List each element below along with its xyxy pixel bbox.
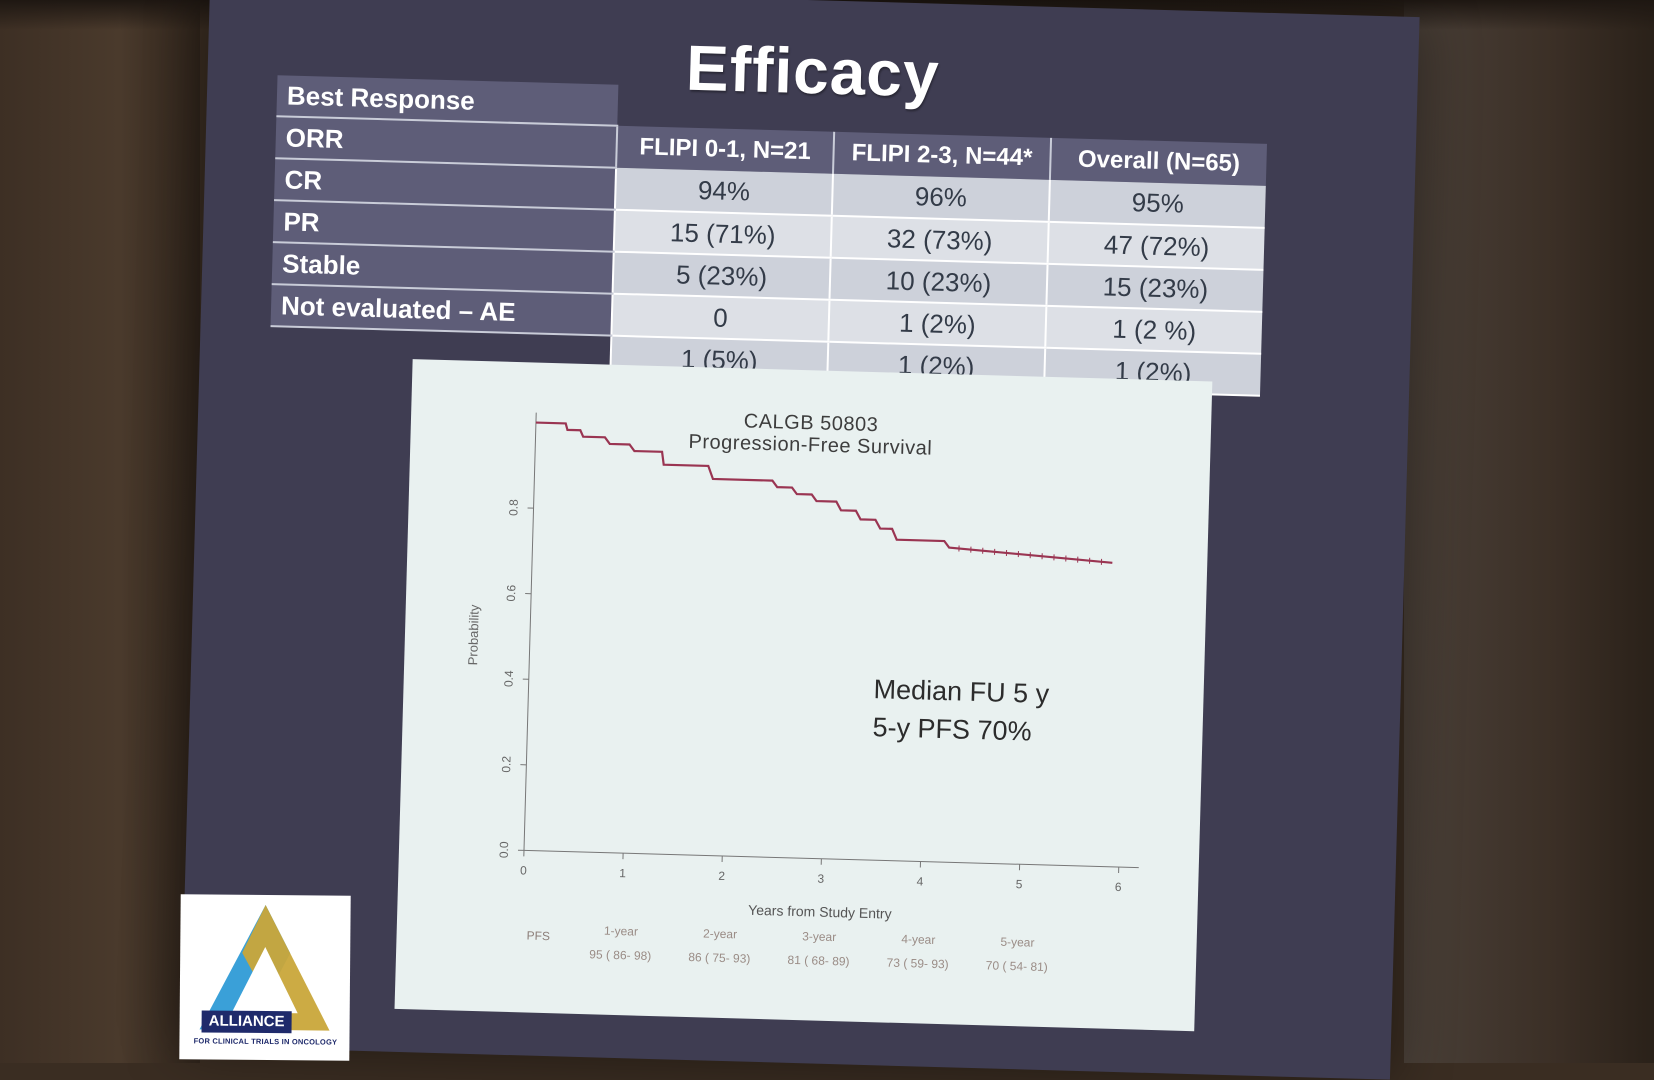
y-tick-label: 0.0: [497, 841, 511, 858]
pfs-value-label: 95 ( 86- 98): [589, 947, 651, 963]
table-cell: 10 (23%): [829, 258, 1047, 306]
x-axis-label: Years from Study Entry: [748, 902, 892, 922]
col-header-flipi-0-1: FLIPI 0-1, N=21: [616, 126, 834, 174]
room-wall-right: [1404, 0, 1654, 1063]
x-axis-line: [524, 850, 1139, 867]
table-cell: 95%: [1049, 180, 1266, 228]
y-axis-label: Probability: [465, 604, 482, 666]
x-tick-label: 6: [1115, 880, 1122, 894]
table-cell: 1 (2 %): [1045, 306, 1262, 354]
projected-slide: Efficacy Best Response ORR FLIPI 0-1, N=…: [180, 0, 1419, 1080]
col-header-flipi-2-3: FLIPI 2-3, N=44*: [833, 132, 1051, 180]
pfs-value-label: 73 ( 59- 93): [886, 956, 948, 972]
table-cell: 0: [611, 294, 829, 342]
pfs-year-label: 2-year: [703, 926, 737, 941]
logo-wordmark: ALLIANCE: [202, 1010, 292, 1033]
x-tick-label: 2: [718, 869, 725, 883]
pfs-year-label: 3-year: [802, 929, 836, 944]
chart-annotation: Median FU 5 y 5-y PFS 70%: [872, 670, 1050, 751]
table-cell: 15 (23%): [1046, 264, 1263, 312]
table-cell: 5 (23%): [613, 252, 831, 300]
table-cell: 15 (71%): [614, 210, 832, 258]
pfs-year-label: 1-year: [604, 924, 638, 939]
x-tick-label: 4: [916, 874, 923, 888]
y-tick-label: 0.8: [506, 499, 520, 516]
pfs-chart: 0 1 2 3 4 5 6 0.0 0.2 0.4 0.6 0.8 Years from Study E…: [395, 359, 1213, 1031]
logo-subtitle: FOR CLINICAL TRIALS IN ONCOLOGY: [187, 1036, 343, 1046]
best-response-table: Best Response ORR FLIPI 0-1, N=21 FLIPI …: [269, 75, 1268, 397]
room-wall-left: [0, 0, 200, 1063]
y-tick-label: 0.6: [504, 584, 518, 601]
pfs-value-label: 81 ( 68- 89): [787, 953, 849, 969]
table-cell: 96%: [832, 174, 1050, 222]
pfs-chart-panel: 0 1 2 3 4 5 6 0.0 0.2 0.4 0.6 0.8 Years from Study E…: [395, 359, 1213, 1031]
pfs-year-label: 5-year: [1000, 935, 1034, 950]
pfs-year-label: 4-year: [901, 932, 935, 947]
col-header-overall: Overall (N=65): [1050, 138, 1267, 186]
table-cell: 47 (72%): [1048, 222, 1265, 270]
y-axis-line: [524, 413, 536, 851]
y-tick-label: 0.4: [502, 670, 516, 687]
x-tick-label: 1: [619, 866, 626, 880]
y-tick-label: 0.2: [499, 755, 513, 772]
table-cell: 94%: [615, 168, 833, 216]
x-tick-label: 5: [1016, 877, 1023, 891]
pfs-value-label: 86 ( 75- 93): [688, 950, 750, 966]
x-tick-label: 0: [520, 863, 527, 877]
table-cell: 32 (73%): [831, 216, 1049, 264]
x-tick-label: 3: [817, 872, 824, 886]
alliance-logo: ALLIANCE FOR CLINICAL TRIALS IN ONCOLOGY: [179, 894, 350, 1060]
pfs-value-label: 70 ( 54- 81): [986, 958, 1048, 974]
pfs-row-label: PFS: [526, 929, 550, 944]
annotation-5y-pfs: 5-y PFS 70%: [872, 708, 1049, 751]
annotation-median-fu: Median FU 5 y: [873, 670, 1050, 713]
table-cell: 1 (2%): [828, 300, 1046, 348]
